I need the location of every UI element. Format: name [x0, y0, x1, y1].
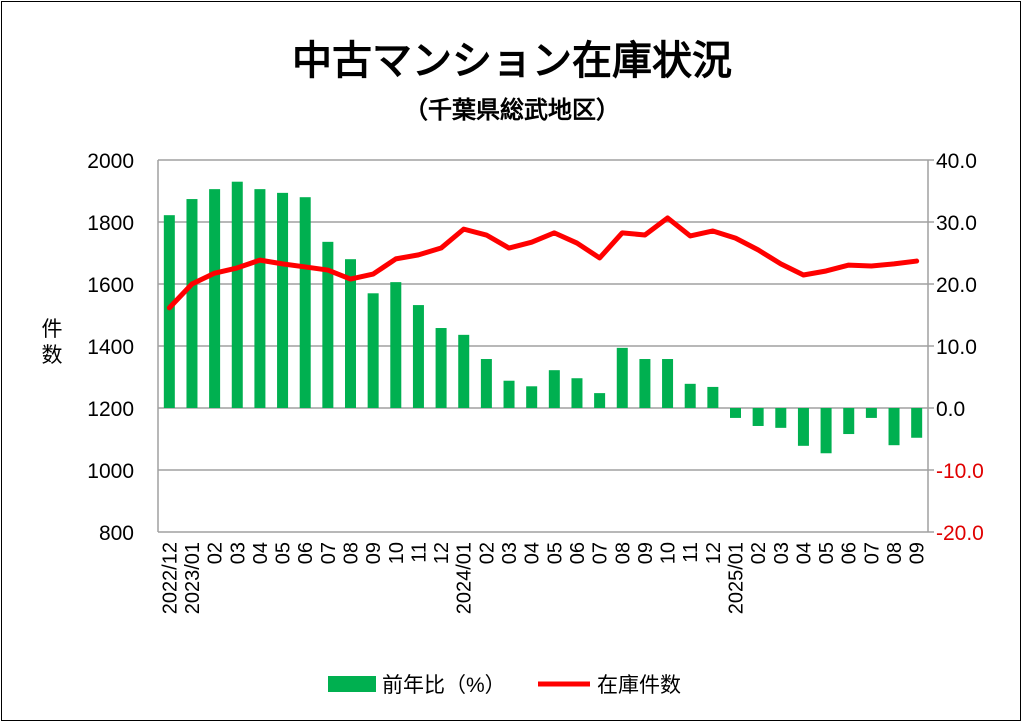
- x-tick-label: 02: [205, 542, 227, 564]
- x-tick-label: 10: [386, 542, 408, 564]
- x-tick-label: 11: [408, 542, 430, 563]
- x-tick-label: 08: [884, 542, 906, 564]
- right-tick-label: 20.0: [936, 274, 977, 297]
- bar-02: [752, 408, 764, 426]
- x-tick-label: 10: [658, 542, 680, 564]
- bar-06: [571, 378, 583, 408]
- x-tick-label: 04: [250, 542, 272, 564]
- bar-2023/01: [186, 199, 198, 408]
- y-axis-label-1: 件: [42, 318, 63, 341]
- bar-11: [412, 305, 424, 408]
- bar-05: [277, 192, 289, 408]
- x-tick-label: 12: [431, 542, 453, 564]
- bar-02: [480, 359, 492, 408]
- bar-04: [797, 408, 809, 446]
- legend-bar-label: 前年比（%）: [382, 674, 506, 697]
- x-tick-label: 05: [544, 542, 566, 564]
- chart-title: 中古マンション在庫状況: [292, 38, 732, 84]
- bar-04: [254, 189, 266, 408]
- x-tick-label: 05: [816, 542, 838, 564]
- left-tick-label: 1200: [87, 398, 134, 421]
- x-tick-label: 06: [567, 542, 589, 564]
- bar-07: [322, 241, 334, 408]
- x-tick-label: 07: [318, 542, 340, 564]
- x-tick-label: 04: [522, 542, 544, 564]
- x-tick-label: 2022/12: [159, 542, 181, 614]
- left-tick-label: 1400: [87, 336, 134, 359]
- left-tick-label: 1800: [87, 212, 134, 235]
- bar-09: [911, 408, 923, 438]
- left-tick-label: 1600: [87, 274, 134, 297]
- bar-11: [684, 383, 696, 408]
- bar-05: [548, 370, 560, 408]
- x-tick-label: 03: [499, 542, 521, 564]
- x-tick-label: 06: [295, 542, 317, 564]
- x-tick-label: 08: [612, 542, 634, 564]
- right-tick-label: 30.0: [936, 212, 977, 235]
- bar-07: [594, 393, 606, 408]
- x-tick-label: 2025/01: [726, 542, 748, 614]
- legend-line-label: 在庫件数: [597, 674, 681, 697]
- bar-09: [367, 293, 379, 408]
- bar-10: [662, 359, 674, 408]
- bar-2022/12: [163, 215, 175, 408]
- x-tick-label: 06: [839, 542, 861, 564]
- x-tick-label: 04: [793, 542, 815, 564]
- bar-03: [231, 181, 243, 408]
- right-tick-label: 0.0: [936, 398, 965, 421]
- x-tick-label: 05: [273, 542, 295, 564]
- x-tick-label: 08: [341, 542, 363, 564]
- x-tick-label: 12: [703, 542, 725, 564]
- x-tick-label: 02: [748, 542, 770, 564]
- right-tick-label: -10.0: [936, 460, 984, 483]
- x-tick-label: 09: [635, 542, 657, 564]
- bar-08: [616, 347, 628, 408]
- bar-09: [639, 359, 651, 408]
- bar-06: [843, 408, 855, 435]
- bar-04: [526, 386, 538, 408]
- x-tick-label: 03: [227, 542, 249, 564]
- x-tick-label: 11: [680, 542, 702, 563]
- legend-bar-swatch: [328, 676, 376, 692]
- x-tick-label: 2023/01: [182, 542, 204, 614]
- bar-07: [865, 408, 877, 418]
- bar-03: [503, 380, 515, 408]
- left-tick-label: 1000: [87, 460, 134, 483]
- bar-2025/01: [730, 408, 741, 418]
- x-tick-label: 07: [590, 542, 612, 564]
- bar-03: [775, 408, 787, 428]
- bar-08: [888, 408, 900, 446]
- left-tick-label: 800: [99, 522, 134, 545]
- bar-12: [707, 386, 719, 408]
- bar-02: [209, 189, 221, 408]
- left-tick-label: 2000: [87, 150, 134, 173]
- x-tick-label: 02: [476, 542, 498, 564]
- bar-10: [390, 282, 402, 408]
- chart-subtitle: （千葉県総武地区）: [404, 96, 620, 124]
- x-tick-label: 09: [363, 542, 385, 564]
- right-tick-label: 40.0: [936, 150, 977, 173]
- x-tick-label: 09: [907, 542, 929, 564]
- stock-count-line: [166, 215, 920, 311]
- y-axis-label-2: 数: [42, 344, 63, 367]
- bar-2024/01: [458, 334, 470, 408]
- bar-08: [345, 259, 356, 408]
- right-tick-label: -20.0: [936, 522, 984, 545]
- x-tick-label: 2024/01: [454, 542, 476, 614]
- x-tick-label: 07: [861, 542, 883, 564]
- right-tick-label: 10.0: [936, 336, 977, 359]
- bar-12: [435, 328, 447, 408]
- x-tick-label: 03: [771, 542, 793, 564]
- bar-06: [299, 197, 311, 408]
- bar-05: [820, 408, 832, 454]
